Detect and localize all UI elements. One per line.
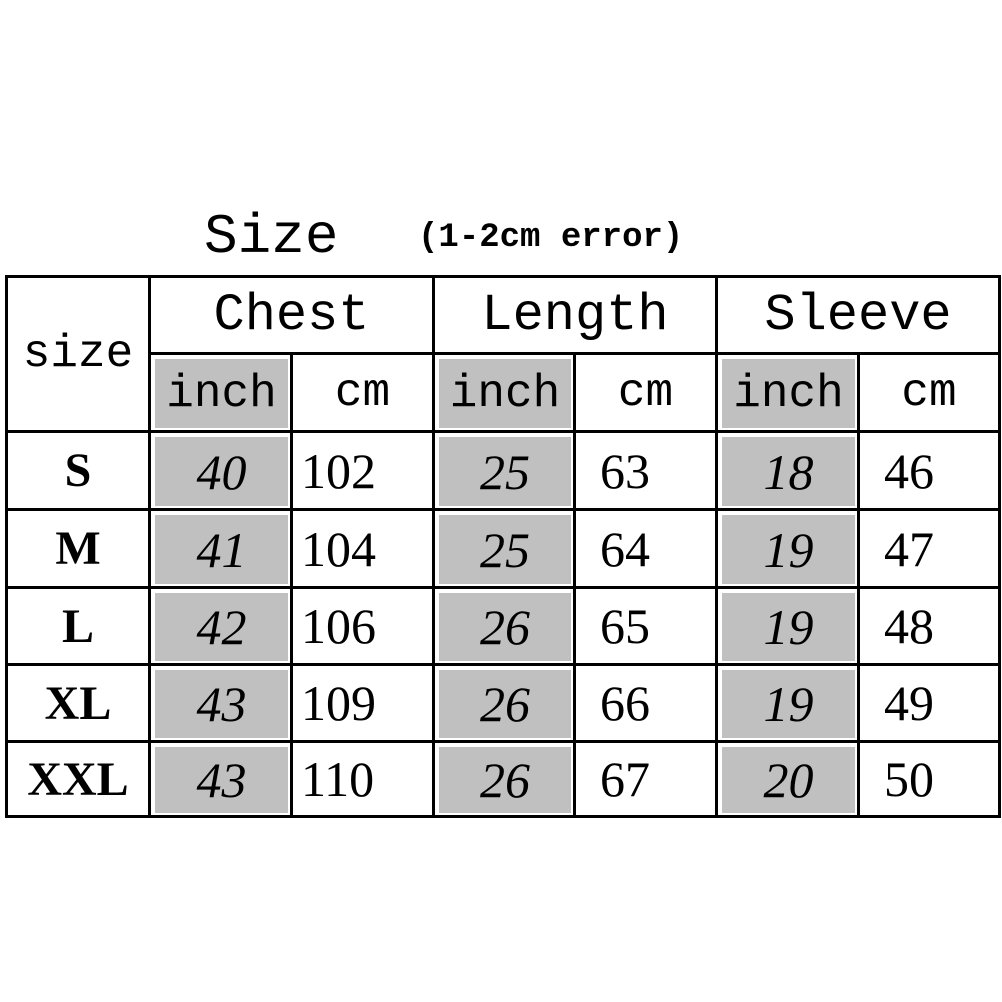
group-header-length: Length bbox=[432, 275, 718, 355]
unit-label: cm bbox=[901, 366, 957, 419]
inch-cell: 42 bbox=[148, 586, 293, 666]
cm-cell: 102 bbox=[290, 430, 435, 511]
inch-cell: 20 bbox=[715, 740, 860, 818]
unit-header: cm bbox=[857, 352, 1001, 433]
inch-value: 19 bbox=[722, 515, 855, 584]
group-header-chest: Chest bbox=[148, 275, 435, 355]
unit-header: cm bbox=[290, 352, 435, 433]
inch-value: 25 bbox=[439, 437, 571, 506]
cm-cell: 49 bbox=[857, 663, 1001, 743]
inch-value: 26 bbox=[439, 593, 571, 661]
inch-value: 18 bbox=[722, 437, 855, 506]
inch-value: 40 bbox=[155, 437, 288, 506]
inch-cell: 25 bbox=[432, 430, 576, 511]
size-label: L bbox=[5, 586, 151, 666]
inch-value: 41 bbox=[155, 515, 288, 584]
inch-value: 19 bbox=[722, 670, 855, 738]
cm-cell: 64 bbox=[573, 508, 718, 589]
size-table: size Chest Length Sleeve inch cm inch cm inc… bbox=[5, 275, 1001, 818]
cm-cell: 104 bbox=[290, 508, 435, 589]
cm-cell: 47 bbox=[857, 508, 1001, 589]
cm-cell: 50 bbox=[857, 740, 1001, 818]
inch-cell: 25 bbox=[432, 508, 576, 589]
inch-value: 43 bbox=[155, 670, 288, 738]
size-label: S bbox=[5, 430, 151, 511]
inch-value: 42 bbox=[155, 593, 288, 661]
size-label: XL bbox=[5, 663, 151, 743]
cm-cell: 67 bbox=[573, 740, 718, 818]
table-row: S 40 102 25 63 18 46 bbox=[5, 430, 1001, 511]
cm-cell: 109 bbox=[290, 663, 435, 743]
unit-label: inch bbox=[722, 359, 855, 428]
cm-cell: 48 bbox=[857, 586, 1001, 666]
unit-label: cm bbox=[334, 366, 391, 419]
unit-header: inch bbox=[432, 352, 576, 433]
inch-cell: 26 bbox=[432, 740, 576, 818]
unit-header: inch bbox=[715, 352, 860, 433]
group-header-sleeve: Sleeve bbox=[715, 275, 1001, 355]
inch-value: 43 bbox=[155, 747, 288, 813]
inch-value: 25 bbox=[439, 515, 571, 584]
table-row: XXL 43 110 26 67 20 50 bbox=[5, 740, 1001, 818]
unit-label: inch bbox=[155, 359, 288, 428]
table-row: XL 43 109 26 66 19 49 bbox=[5, 663, 1001, 743]
cm-cell: 65 bbox=[573, 586, 718, 666]
chart-title: Size (1-2cm error) bbox=[204, 205, 683, 269]
inch-cell: 26 bbox=[432, 586, 576, 666]
cm-cell: 63 bbox=[573, 430, 718, 511]
inch-cell: 43 bbox=[148, 740, 293, 818]
inch-value: 26 bbox=[439, 747, 571, 813]
inch-value: 19 bbox=[722, 593, 855, 661]
unit-header: cm bbox=[573, 352, 718, 433]
title-main: Size bbox=[204, 205, 339, 269]
inch-cell: 18 bbox=[715, 430, 860, 511]
cm-cell: 46 bbox=[857, 430, 1001, 511]
size-header: size bbox=[5, 275, 151, 433]
unit-header: inch bbox=[148, 352, 293, 433]
inch-cell: 19 bbox=[715, 508, 860, 589]
cm-cell: 66 bbox=[573, 663, 718, 743]
inch-cell: 26 bbox=[432, 663, 576, 743]
table-row: L 42 106 26 65 19 48 bbox=[5, 586, 1001, 666]
size-label: M bbox=[5, 508, 151, 589]
inch-cell: 19 bbox=[715, 663, 860, 743]
cm-cell: 110 bbox=[290, 740, 435, 818]
inch-cell: 43 bbox=[148, 663, 293, 743]
inch-cell: 19 bbox=[715, 586, 860, 666]
unit-label: cm bbox=[617, 366, 674, 419]
unit-label: inch bbox=[439, 359, 571, 428]
inch-cell: 40 bbox=[148, 430, 293, 511]
inch-value: 20 bbox=[722, 747, 855, 813]
cm-cell: 106 bbox=[290, 586, 435, 666]
inch-cell: 41 bbox=[148, 508, 293, 589]
table-row: M 41 104 25 64 19 47 bbox=[5, 508, 1001, 589]
title-note: (1-2cm error) bbox=[418, 219, 684, 257]
size-label: XXL bbox=[5, 740, 151, 818]
inch-value: 26 bbox=[439, 670, 571, 738]
